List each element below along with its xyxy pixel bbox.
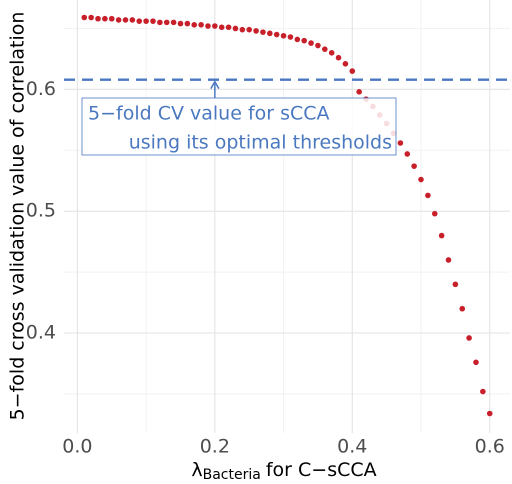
point [404, 151, 411, 157]
point [411, 163, 417, 169]
point [308, 40, 314, 46]
point [115, 17, 122, 23]
point [205, 23, 211, 29]
point [198, 22, 204, 28]
point [246, 26, 253, 33]
point [335, 54, 342, 61]
point [328, 50, 335, 56]
x-tick-label: 0.0 [62, 436, 92, 458]
point [445, 257, 452, 263]
point [349, 68, 356, 74]
point [342, 60, 349, 67]
point [452, 281, 459, 288]
point [102, 15, 108, 22]
x-tick-label: 0.6 [475, 436, 505, 458]
point [191, 22, 198, 28]
y-tick-label: 0.5 [26, 200, 56, 222]
x-title-text: for C−sCCA [266, 459, 377, 481]
x-title-symbol: λ [191, 459, 202, 481]
point [260, 29, 266, 35]
point [315, 42, 321, 49]
x-tick-label: 0.2 [200, 436, 230, 458]
y-axis-title: 5−fold cross validation value of correla… [7, 12, 29, 421]
x-axis-title: λBacteria for C−sCCA [191, 459, 376, 484]
x-tick-label: 0.4 [337, 436, 367, 458]
x-title-subscript: Bacteria [203, 467, 261, 483]
point [129, 17, 136, 23]
point [280, 32, 287, 39]
point [163, 19, 170, 26]
point [108, 15, 115, 22]
point [143, 18, 149, 24]
point [136, 18, 143, 24]
point [480, 388, 486, 395]
point [459, 305, 466, 312]
annotation-arrowhead [210, 80, 220, 90]
point [438, 232, 445, 239]
point [301, 37, 307, 44]
point [177, 20, 184, 27]
y-tick-label: 0.4 [26, 322, 56, 344]
point [418, 176, 424, 183]
point [356, 89, 362, 95]
point [253, 28, 259, 34]
point [321, 46, 328, 52]
annotation-text: 5−fold CV value for sCCA [88, 103, 330, 125]
point [225, 24, 232, 31]
y-tick-label: 0.6 [26, 78, 56, 100]
point [150, 18, 156, 24]
annotation-box [81, 97, 397, 156]
point [232, 25, 239, 32]
point [267, 30, 273, 37]
point [466, 335, 472, 341]
point [486, 410, 493, 417]
point [212, 23, 218, 29]
point [184, 20, 191, 27]
point [431, 210, 438, 217]
point [122, 17, 129, 23]
annotation-text: using its optimal thresholds [129, 132, 392, 154]
point [273, 31, 280, 38]
point [170, 19, 177, 26]
point [81, 14, 88, 21]
point [397, 140, 404, 146]
point [239, 26, 246, 33]
point [473, 359, 479, 366]
point [218, 24, 225, 31]
point [294, 36, 301, 43]
point [157, 19, 163, 26]
point [425, 192, 431, 199]
point [287, 34, 294, 40]
point [88, 14, 94, 21]
point [95, 15, 101, 22]
